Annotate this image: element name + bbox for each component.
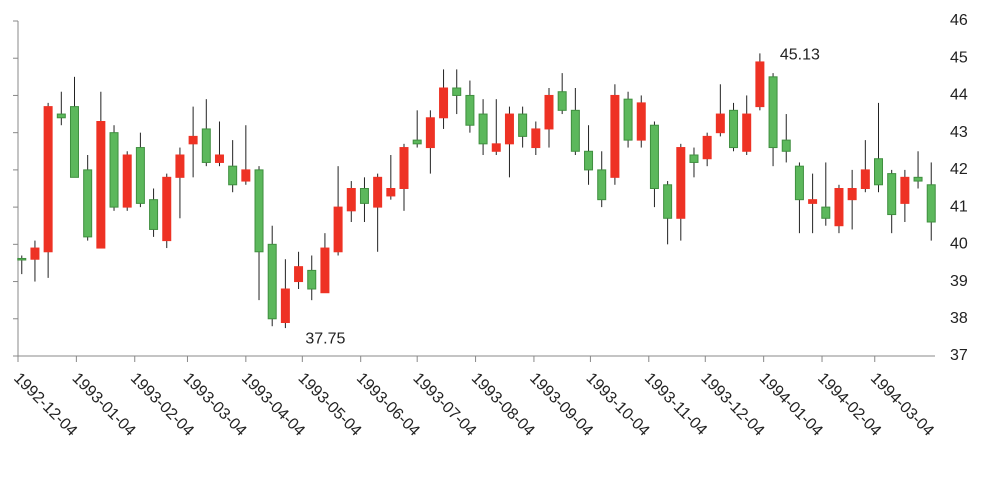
candle-body [636,102,646,141]
candle-body [96,121,106,249]
y-tick-label: 43 [950,124,968,141]
candle-body [663,184,673,219]
y-tick-label: 41 [950,198,968,215]
candle-body [715,113,725,134]
y-tick-label: 45 [950,49,968,66]
candle-body [755,61,765,108]
y-tick-label: 40 [950,236,968,253]
candle-body [267,243,277,320]
candle-body [175,154,185,178]
candle-body [425,117,435,149]
candle-body [373,176,383,208]
candle-body [294,266,304,283]
candle-body [135,147,145,204]
candle-body [557,91,567,111]
y-tick-label: 42 [950,161,968,178]
candle-body [307,269,317,290]
candle-body [900,176,910,204]
candle-body [280,288,290,323]
candle-body [320,247,330,294]
candle-body [887,173,897,216]
candle-body [623,98,633,141]
candle-body [874,158,884,186]
candle-body [913,176,923,182]
candle-body [56,113,66,119]
candle-body [465,94,475,126]
candle-body [478,113,488,145]
candle-body [834,188,844,227]
candle-body [122,154,132,208]
candle-body [649,124,659,189]
candle-body [544,94,554,130]
candle-body [149,199,159,230]
candle-body [386,188,396,197]
candle-body [702,135,712,160]
candle-body [452,87,462,96]
candle-body [43,106,53,253]
annotation: 37.75 [305,330,345,347]
candle-body [821,206,831,219]
y-tick-label: 44 [950,87,968,104]
candle-body [214,154,224,163]
candle-body [926,184,936,223]
y-tick-label: 46 [950,12,968,29]
candle-body [333,206,343,253]
candle-body [491,143,501,152]
candle-body [109,132,119,208]
candle-body [346,188,356,212]
candle-body [359,188,369,204]
candle-body [531,128,541,149]
candle-body [570,109,580,152]
candle-body [584,150,594,171]
candle-body [399,147,409,189]
candle-body [676,147,686,219]
candle-body [439,87,449,119]
candle-body [860,169,870,189]
candle-body [610,94,620,178]
candle-body [729,109,739,149]
candle-body [30,247,40,260]
candle-body [768,76,778,149]
candle-body [188,135,198,145]
candle-body [597,169,607,201]
candle-body [228,165,238,186]
candle-body [689,154,699,163]
candle-body [254,169,264,253]
candle-body [504,113,514,145]
annotation: 45.13 [780,47,820,64]
candle-body [83,169,93,238]
candle-body [794,165,804,201]
candle-body [847,188,857,201]
candle-body [518,113,528,137]
y-tick-label: 38 [950,310,968,327]
candle-body [808,199,818,204]
y-tick-label: 37 [950,347,968,364]
y-tick-label: 39 [950,273,968,290]
candle-body [241,169,251,182]
candle-body [162,176,172,242]
candle-body [69,106,79,178]
candle-body [412,139,422,145]
candle-body [17,257,27,261]
candle-body [742,113,752,152]
candle-body [781,139,791,152]
candle-body [201,128,211,163]
